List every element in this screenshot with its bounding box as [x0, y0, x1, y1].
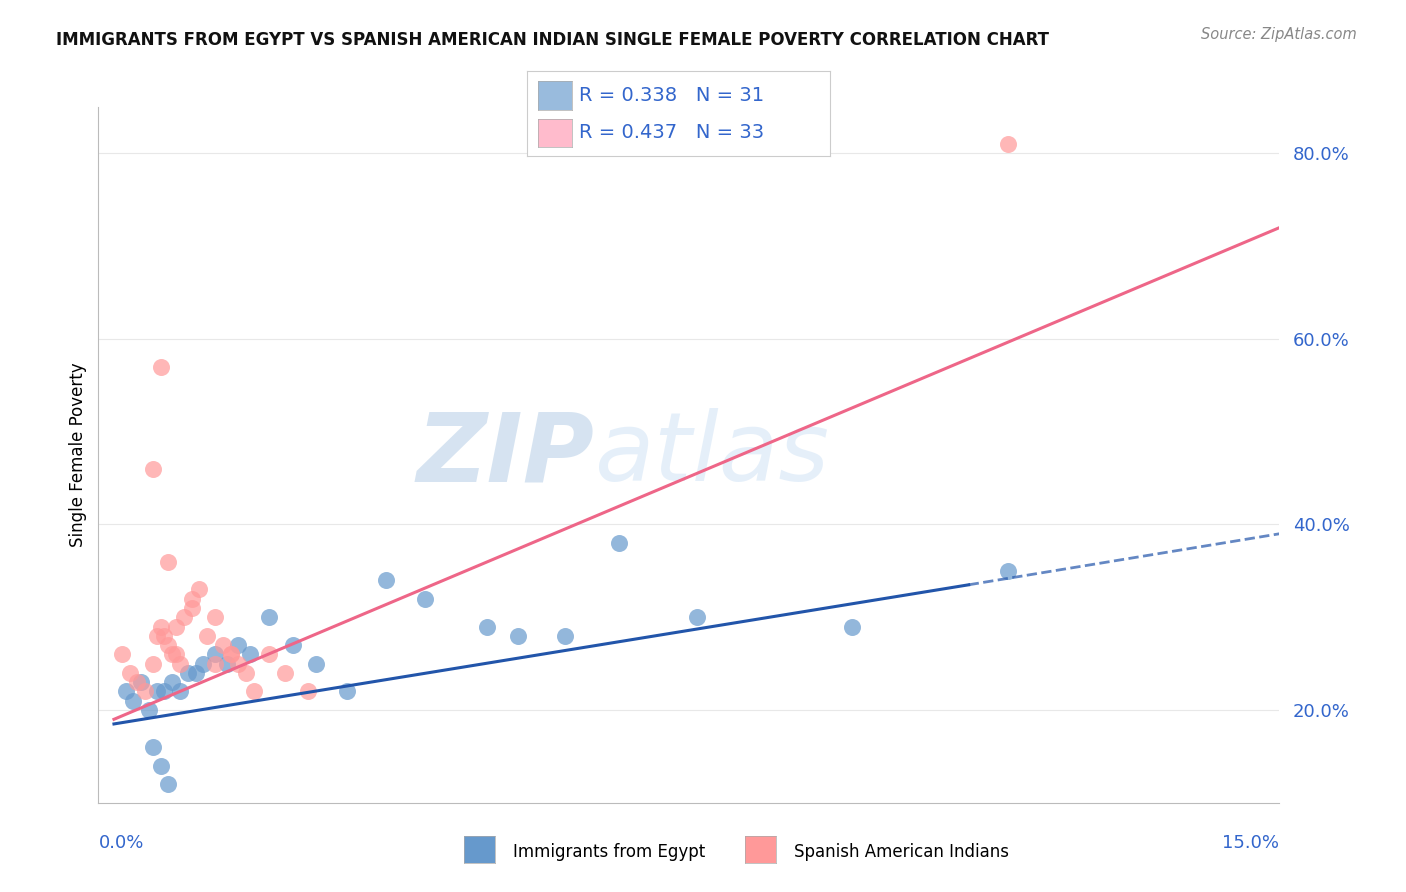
- Text: Spanish American Indians: Spanish American Indians: [794, 843, 1010, 861]
- Point: [274, 665, 297, 680]
- Point: [281, 638, 304, 652]
- Point: [142, 657, 165, 671]
- Point: [145, 629, 167, 643]
- Point: [607, 536, 630, 550]
- Point: [157, 638, 180, 652]
- Point: [145, 684, 167, 698]
- Point: [188, 582, 211, 597]
- Point: [219, 648, 242, 662]
- Point: [127, 675, 149, 690]
- Point: [219, 648, 242, 662]
- Point: [129, 675, 152, 690]
- Point: [226, 657, 249, 671]
- Point: [111, 648, 134, 662]
- Point: [157, 777, 180, 791]
- Point: [235, 665, 257, 680]
- Text: Immigrants from Egypt: Immigrants from Egypt: [513, 843, 706, 861]
- Point: [297, 684, 319, 698]
- Point: [259, 610, 281, 624]
- Text: R = 0.338   N = 31: R = 0.338 N = 31: [579, 86, 765, 105]
- Point: [153, 684, 176, 698]
- Point: [997, 564, 1019, 578]
- Text: IMMIGRANTS FROM EGYPT VS SPANISH AMERICAN INDIAN SINGLE FEMALE POVERTY CORRELATI: IMMIGRANTS FROM EGYPT VS SPANISH AMERICA…: [56, 31, 1049, 49]
- Point: [204, 657, 226, 671]
- Point: [160, 675, 183, 690]
- Point: [195, 629, 218, 643]
- Point: [184, 665, 207, 680]
- Point: [506, 629, 529, 643]
- Point: [413, 591, 436, 606]
- Text: ZIP: ZIP: [416, 409, 595, 501]
- Y-axis label: Single Female Poverty: Single Female Poverty: [69, 363, 87, 547]
- Point: [177, 665, 200, 680]
- Point: [180, 601, 202, 615]
- Point: [336, 684, 359, 698]
- Point: [138, 703, 160, 717]
- Point: [173, 610, 195, 624]
- Point: [211, 638, 233, 652]
- Point: [165, 648, 187, 662]
- Point: [153, 629, 176, 643]
- Point: [475, 619, 498, 633]
- Point: [169, 657, 191, 671]
- Point: [160, 648, 183, 662]
- Point: [997, 137, 1019, 152]
- Point: [204, 610, 226, 624]
- Text: 15.0%: 15.0%: [1222, 834, 1279, 852]
- Point: [841, 619, 863, 633]
- Point: [149, 758, 172, 772]
- Point: [554, 629, 576, 643]
- Point: [305, 657, 328, 671]
- Point: [122, 694, 145, 708]
- Point: [142, 740, 165, 755]
- Point: [149, 619, 172, 633]
- Point: [180, 591, 202, 606]
- Point: [169, 684, 191, 698]
- Text: Source: ZipAtlas.com: Source: ZipAtlas.com: [1201, 27, 1357, 42]
- Point: [142, 462, 165, 476]
- Point: [215, 657, 238, 671]
- Point: [239, 648, 262, 662]
- Point: [118, 665, 141, 680]
- Point: [134, 684, 156, 698]
- Point: [686, 610, 709, 624]
- Point: [374, 573, 396, 587]
- Point: [157, 555, 180, 569]
- Point: [204, 648, 226, 662]
- Text: 0.0%: 0.0%: [98, 834, 143, 852]
- Point: [243, 684, 266, 698]
- Point: [226, 638, 249, 652]
- Point: [259, 648, 281, 662]
- Point: [114, 684, 136, 698]
- Point: [193, 657, 215, 671]
- Text: atlas: atlas: [595, 409, 830, 501]
- Point: [149, 359, 172, 374]
- Text: R = 0.437   N = 33: R = 0.437 N = 33: [579, 123, 765, 143]
- Point: [165, 619, 187, 633]
